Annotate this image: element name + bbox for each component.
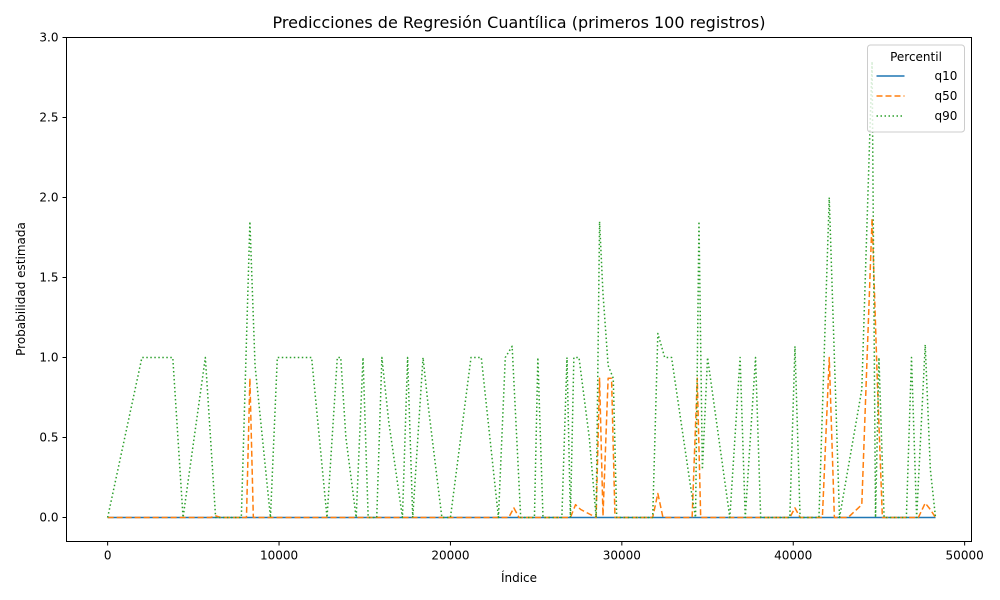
y-tick-label: 2.0 (39, 191, 58, 205)
x-tick-label: 30000 (603, 549, 641, 563)
legend: Percentil q10 q50 q90 (867, 44, 965, 133)
y-axis: 0.0 0.5 1.0 1.5 2.0 2.5 3.0 (39, 31, 67, 525)
x-tick-label: 20000 (431, 549, 469, 563)
x-tick-label: 40000 (774, 549, 812, 563)
y-tick-label: 2.5 (39, 111, 58, 125)
y-tick-label: 1.0 (39, 351, 58, 365)
series-line-q50 (107, 217, 937, 519)
chart-title: Predicciones de Regresión Cuantílica (pr… (273, 13, 766, 32)
legend-box (867, 44, 965, 133)
y-tick-label: 0.5 (39, 431, 58, 445)
plot-area (106, 60, 937, 519)
legend-label-q90: q90 (935, 109, 958, 123)
x-tick-label: 10000 (260, 549, 298, 563)
legend-label-q10: q10 (935, 69, 958, 83)
x-axis: 0 10000 20000 30000 40000 50000 (104, 541, 984, 563)
y-tick-label: 3.0 (39, 31, 58, 45)
x-tick-label: 0 (104, 549, 112, 563)
y-axis-title: Probabilidad estimada (14, 222, 28, 356)
x-tick-label: 50000 (946, 549, 984, 563)
legend-label-q50: q50 (935, 89, 958, 103)
legend-title: Percentil (890, 50, 942, 64)
x-axis-title: Índice (501, 570, 537, 585)
axes-frame (66, 37, 972, 542)
y-tick-label: 1.5 (39, 271, 58, 285)
y-tick-label: 0.0 (39, 511, 58, 525)
